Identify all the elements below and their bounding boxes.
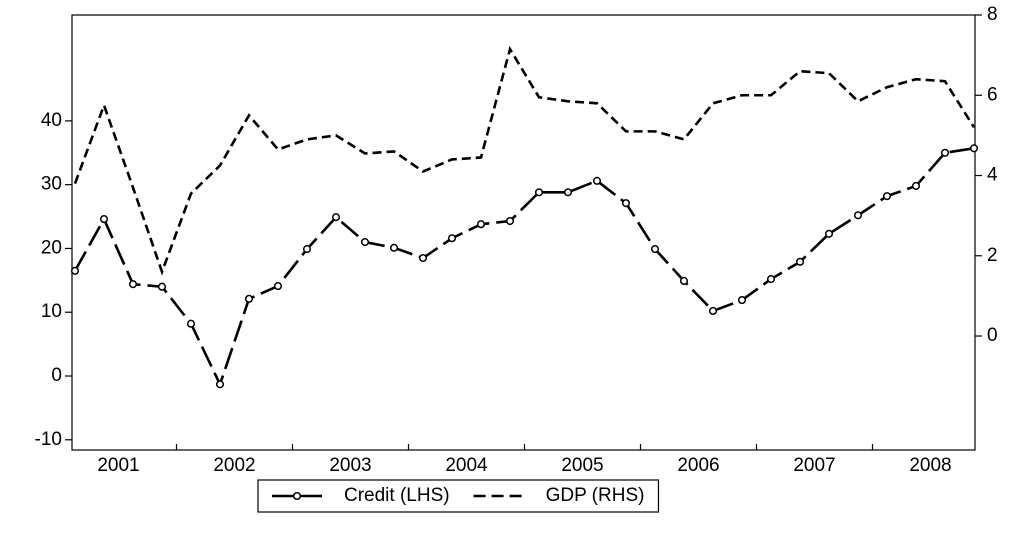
data-point	[853, 211, 863, 220]
x-tick-label: 2002	[213, 455, 255, 476]
data-point	[447, 234, 457, 243]
data-point	[157, 282, 167, 291]
data-point	[186, 319, 196, 328]
legend-box	[257, 479, 660, 513]
data-point	[708, 306, 718, 316]
x-tick-label: 2007	[793, 455, 835, 476]
data-point	[795, 257, 805, 266]
series-line	[73, 45, 976, 276]
data-point	[389, 243, 399, 252]
data-point	[302, 245, 312, 254]
plot-frame	[71, 14, 976, 451]
y2-tick-label: 6	[987, 84, 998, 105]
data-point	[737, 296, 747, 305]
data-point	[476, 220, 486, 229]
y2-tick-label: 4	[987, 165, 998, 186]
y2-tick-label: 8	[987, 4, 998, 25]
data-point	[331, 213, 341, 222]
legend-marker	[292, 491, 302, 501]
data-point	[563, 188, 573, 197]
y-tick-label: -10	[35, 429, 62, 450]
data-point	[650, 245, 660, 254]
y-tick-label: 10	[41, 301, 62, 322]
data-point	[592, 176, 602, 185]
data-point	[360, 238, 370, 247]
data-point	[679, 276, 689, 286]
y-tick-label: 20	[41, 237, 62, 258]
y-tick-label: 0	[51, 365, 62, 386]
x-tick-label: 2005	[561, 455, 603, 476]
data-point	[824, 229, 834, 238]
y-tick-label: 40	[41, 110, 62, 131]
data-point	[418, 253, 428, 263]
data-point	[244, 294, 254, 303]
x-tick-label: 2004	[445, 455, 488, 476]
legend-label: GDP (RHS)	[546, 485, 645, 506]
data-point	[621, 199, 631, 208]
legend: Credit (LHS) GDP (RHS)	[257, 479, 660, 513]
data-point	[534, 188, 544, 197]
data-point	[128, 280, 138, 289]
data-point	[911, 181, 921, 190]
legend-label: Credit (LHS)	[344, 485, 450, 506]
data-point	[215, 380, 225, 389]
x-tick-label: 2003	[329, 455, 371, 476]
y2-tick-label: 2	[987, 245, 998, 266]
data-point	[882, 192, 892, 201]
series-line	[73, 147, 975, 388]
data-point	[273, 282, 283, 291]
x-tick-label: 2006	[677, 455, 719, 476]
data-point	[70, 266, 80, 275]
data-point	[505, 216, 515, 226]
y-tick-label: 30	[41, 174, 62, 195]
data-point	[940, 148, 950, 157]
x-tick-label: 2008	[909, 455, 951, 476]
x-tick-label: 2001	[97, 455, 139, 476]
data-point	[99, 215, 109, 224]
data-point	[969, 144, 979, 153]
y2-tick-label: 0	[987, 325, 998, 346]
data-point	[766, 275, 776, 284]
